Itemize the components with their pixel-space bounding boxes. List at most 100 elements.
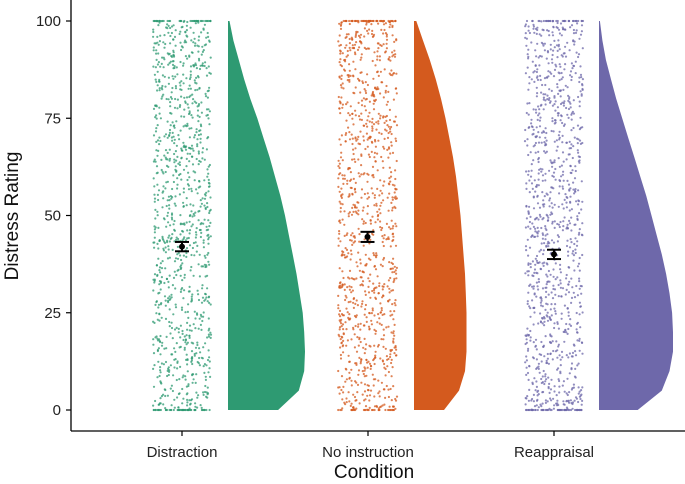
data-point (575, 200, 578, 203)
data-point (340, 86, 343, 89)
data-point (365, 320, 368, 323)
data-point (375, 128, 378, 131)
data-point (533, 31, 536, 34)
data-point (162, 66, 165, 69)
data-point (373, 204, 376, 207)
data-point (390, 331, 393, 334)
data-point (190, 51, 193, 54)
data-point (163, 281, 166, 285)
data-point (170, 326, 174, 330)
data-point (527, 173, 530, 176)
data-point (204, 293, 207, 296)
data-point (532, 323, 535, 326)
data-point (578, 280, 581, 283)
data-point (357, 227, 360, 230)
data-point (172, 24, 175, 27)
data-point (555, 340, 558, 343)
data-point (197, 219, 200, 222)
data-point (545, 213, 548, 216)
data-point (340, 74, 343, 77)
data-point (208, 367, 211, 370)
data-point (530, 78, 533, 81)
data-point (552, 275, 555, 278)
data-point (575, 19, 578, 23)
data-point (551, 206, 554, 209)
data-point (387, 279, 390, 282)
data-point (159, 288, 162, 291)
data-point (568, 352, 572, 355)
data-point (556, 399, 559, 402)
data-point (535, 358, 539, 361)
data-point (185, 165, 188, 168)
data-point (338, 386, 341, 389)
data-point (168, 274, 171, 277)
data-point (544, 179, 547, 182)
data-point (200, 301, 204, 304)
data-point (377, 213, 380, 217)
data-point (204, 265, 207, 269)
data-point (526, 270, 529, 273)
data-point (575, 51, 578, 54)
data-point (572, 39, 575, 42)
data-point (555, 44, 559, 47)
data-point (160, 97, 163, 100)
data-point (578, 339, 581, 342)
data-point (355, 314, 358, 317)
data-point (537, 178, 540, 181)
data-point (203, 371, 206, 374)
data-point (570, 78, 573, 82)
data-point (525, 170, 528, 173)
data-point (392, 98, 395, 101)
data-point (186, 404, 189, 407)
data-point (363, 124, 366, 127)
data-point (363, 375, 366, 378)
data-point (360, 104, 364, 107)
data-point (556, 56, 559, 59)
data-point (391, 227, 394, 230)
data-point (350, 402, 353, 405)
data-point (541, 174, 545, 177)
data-point (574, 60, 577, 63)
data-point (561, 185, 564, 188)
data-point (388, 177, 391, 180)
data-point (390, 69, 393, 72)
data-point (544, 234, 547, 237)
data-point (202, 315, 205, 318)
data-point (388, 405, 391, 408)
data-point (538, 353, 541, 356)
data-point (537, 156, 541, 160)
data-point (153, 281, 156, 284)
data-point (548, 242, 551, 245)
data-point (170, 321, 173, 324)
data-point (558, 63, 561, 66)
data-point (377, 120, 380, 123)
data-point (350, 384, 353, 387)
data-point (206, 336, 209, 339)
data-point (391, 408, 395, 412)
data-point (187, 188, 191, 191)
data-point (543, 355, 546, 358)
data-point (184, 339, 187, 342)
data-point (172, 374, 175, 377)
data-point (568, 96, 571, 99)
data-point (543, 382, 546, 386)
data-point (540, 141, 543, 144)
data-point (380, 338, 383, 341)
data-point (544, 373, 547, 376)
data-point (162, 185, 165, 188)
data-point (382, 32, 385, 35)
data-point (357, 373, 360, 376)
data-point (389, 175, 393, 178)
data-point (537, 172, 540, 175)
data-point (350, 253, 353, 256)
data-point (203, 254, 206, 257)
data-point (392, 257, 395, 260)
data-point (553, 161, 556, 164)
data-point (158, 87, 161, 90)
data-point (186, 358, 189, 361)
data-point (550, 186, 553, 189)
data-point (367, 291, 371, 294)
data-point (526, 395, 529, 398)
data-point (545, 286, 548, 289)
data-point (527, 48, 530, 51)
